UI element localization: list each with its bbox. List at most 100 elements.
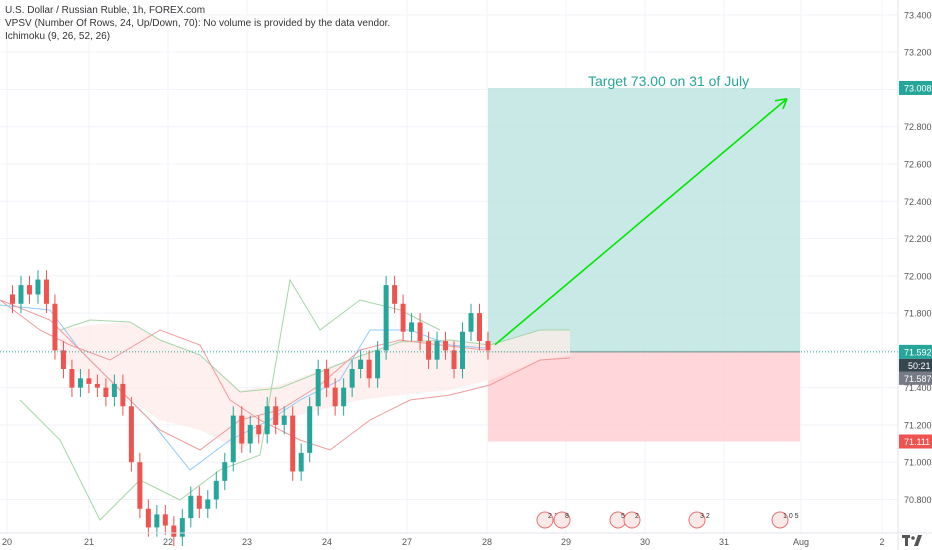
event-count: 2 1 (548, 513, 558, 520)
event-flag-icon[interactable] (553, 511, 571, 529)
candle-body[interactable] (349, 369, 355, 388)
candle-body[interactable] (120, 383, 126, 407)
candle-body[interactable] (366, 359, 372, 379)
candle-body[interactable] (264, 406, 270, 435)
candle-body[interactable] (35, 279, 41, 295)
candle-body[interactable] (111, 383, 117, 397)
candle-body[interactable] (213, 480, 219, 500)
candle-body[interactable] (86, 378, 92, 384)
x-tick-label: 27 (402, 537, 412, 547)
x-tick-label: 30 (640, 537, 650, 547)
candle-body[interactable] (239, 415, 245, 444)
event-flag-icon[interactable] (771, 511, 789, 529)
candle-body[interactable] (307, 406, 313, 453)
candle-body[interactable] (290, 415, 296, 472)
y-tick-label: 71.400 (904, 383, 932, 393)
event-count: 3 2 (700, 513, 710, 520)
y-tick-label: 72.000 (904, 271, 932, 281)
ichimoku-indicator-label: Ichimoku (9, 26, 52, 26) (5, 31, 111, 42)
candle-body[interactable] (9, 294, 15, 304)
candle-body[interactable] (230, 415, 236, 463)
candle-body[interactable] (400, 303, 406, 332)
y-tick-label: 71.800 (904, 309, 932, 319)
candle-body[interactable] (94, 383, 100, 388)
candle-body[interactable] (273, 406, 279, 425)
candle-body[interactable] (69, 369, 75, 388)
event-count: 1 0 5 (783, 513, 799, 520)
x-tick-label: 23 (242, 537, 252, 547)
candle-body[interactable] (103, 387, 109, 397)
candle-body[interactable] (485, 341, 491, 351)
candle-body[interactable] (409, 322, 415, 332)
second-price-tag (899, 371, 932, 385)
candle-body[interactable] (341, 387, 347, 407)
senkou-b-line (0, 299, 571, 451)
y-tick-label: 72.200 (904, 234, 932, 244)
candle-body[interactable] (358, 359, 364, 369)
target-price-tag (899, 80, 932, 95)
candle-body[interactable] (145, 508, 151, 528)
candle-body[interactable] (417, 322, 423, 342)
candle-body[interactable] (375, 350, 381, 379)
candle-body[interactable] (247, 424, 253, 444)
candle-body[interactable] (43, 279, 49, 304)
chikou-line (19, 278, 441, 521)
y-tick-label: 73.400 (904, 10, 932, 20)
candle-body[interactable] (137, 462, 143, 509)
x-tick-label: 28 (482, 537, 492, 547)
candle-body[interactable] (205, 499, 211, 509)
loss-zone[interactable] (488, 351, 800, 442)
candle-body[interactable] (222, 462, 228, 481)
candle-body[interactable] (298, 452, 304, 472)
y-tick-label: 72.600 (904, 160, 932, 170)
candle-body[interactable] (315, 369, 321, 407)
y-tick-label: 72.800 (904, 122, 932, 132)
candle-body[interactable] (332, 387, 338, 407)
event-count: 8 (565, 513, 569, 520)
event-flag-icon[interactable] (688, 511, 706, 529)
candle-body[interactable] (451, 350, 457, 369)
candle-body[interactable] (128, 406, 134, 463)
candle-body[interactable] (324, 369, 330, 388)
event-flag-icon[interactable] (536, 511, 554, 529)
y-tick-label: 73.200 (904, 48, 932, 58)
event-flag-icon[interactable] (623, 511, 641, 529)
candle-body[interactable] (256, 424, 262, 435)
candle-body[interactable] (281, 415, 287, 425)
x-tick-label: 22 (163, 537, 173, 547)
candle-body[interactable] (179, 518, 185, 537)
candle-body[interactable] (171, 525, 177, 537)
current-price-tag-text: 71.592 (904, 347, 932, 357)
x-tick-label: 29 (561, 537, 571, 547)
candle-body[interactable] (60, 350, 66, 369)
candle-body[interactable] (188, 495, 194, 519)
stop-price-tag-text: 71.111 (904, 437, 930, 447)
candle-body[interactable] (196, 495, 202, 509)
candle-body[interactable] (18, 285, 24, 304)
candle-body[interactable] (477, 313, 483, 342)
candle-body[interactable] (77, 378, 83, 388)
candle-body[interactable] (460, 331, 466, 369)
candle-body[interactable] (162, 514, 168, 526)
current-price-tag (899, 344, 932, 359)
candle-body[interactable] (426, 341, 432, 360)
x-tick-label: 31 (719, 537, 729, 547)
candle-body[interactable] (434, 341, 440, 360)
target-arrow (494, 98, 788, 346)
candle-body[interactable] (443, 341, 449, 351)
candle-body[interactable] (52, 303, 58, 351)
candle-body[interactable] (154, 514, 160, 528)
x-tick-label: Aug (793, 537, 809, 547)
target-price-tag-text: 73.008 (904, 83, 932, 93)
tradingview-logo-icon (902, 535, 922, 546)
y-tick-label: 71.000 (904, 458, 932, 468)
arrow-head (774, 97, 788, 110)
candle-body[interactable] (392, 285, 398, 304)
x-tick-label: 21 (84, 537, 94, 547)
candle-body[interactable] (468, 313, 474, 332)
candle-body[interactable] (383, 285, 389, 351)
target-annotation: Target 73.00 on 31 of July (588, 73, 750, 89)
candle-body[interactable] (26, 285, 32, 295)
